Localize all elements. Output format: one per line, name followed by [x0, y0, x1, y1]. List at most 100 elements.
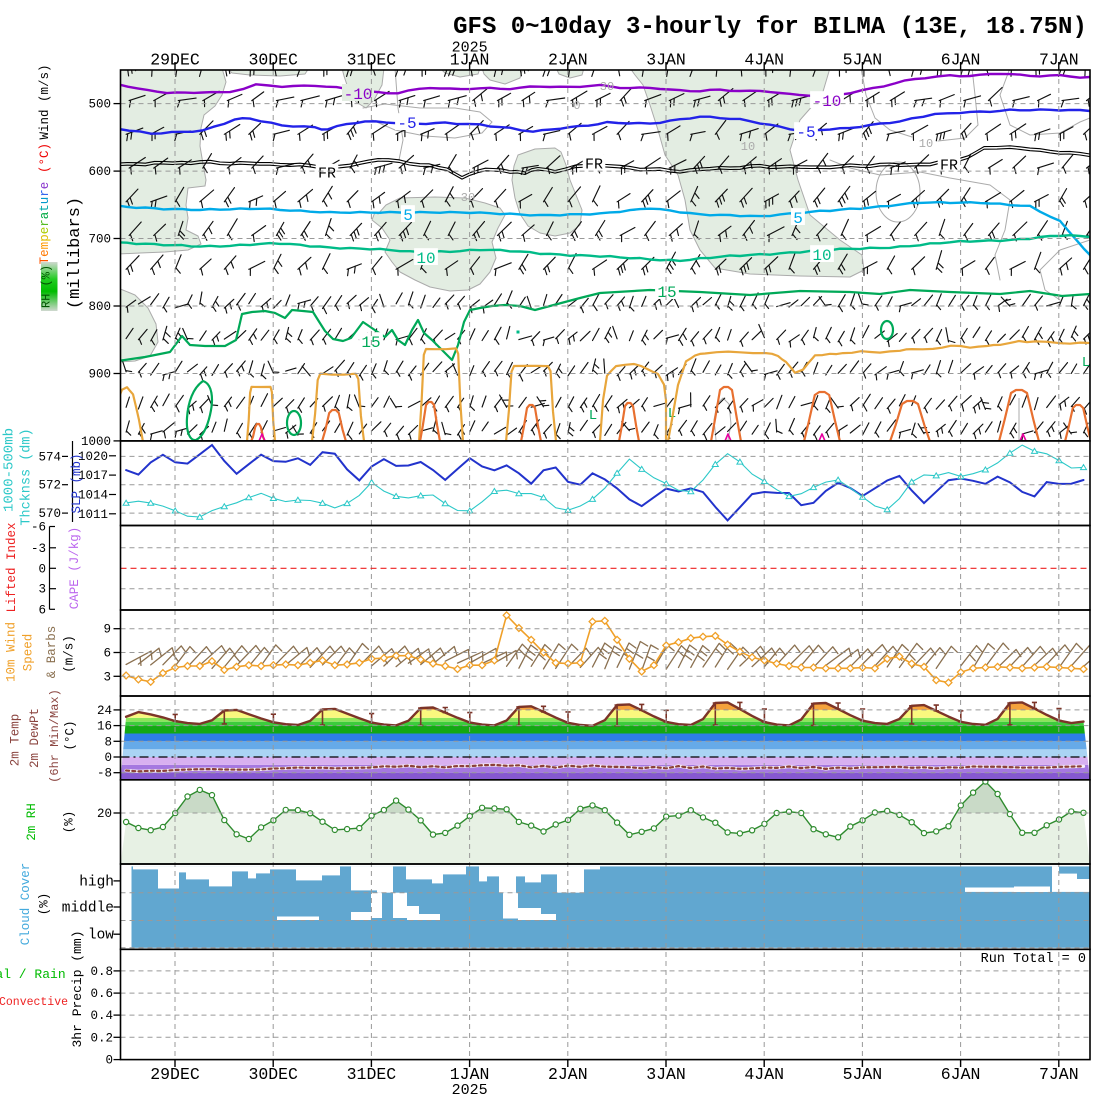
svg-text:10: 10: [741, 140, 755, 154]
svg-text:1JAN: 1JAN: [450, 51, 490, 70]
svg-text:-8: -8: [97, 767, 112, 781]
svg-text:-5: -5: [397, 115, 416, 133]
svg-text:1000: 1000: [81, 435, 111, 449]
svg-text:Temperature: Temperature: [38, 182, 52, 265]
svg-text:Total / Rain: Total / Rain: [0, 967, 66, 982]
svg-text:(°C): (°C): [64, 720, 78, 750]
svg-text:2m RH: 2m RH: [25, 803, 39, 841]
svg-text:5: 5: [403, 207, 413, 225]
svg-text:-6: -6: [31, 521, 46, 535]
svg-text:5: 5: [793, 210, 803, 228]
svg-text:Cloud Cover: Cloud Cover: [19, 863, 33, 946]
svg-text:570: 570: [38, 507, 61, 521]
svg-text:7JAN: 7JAN: [1039, 1065, 1079, 1084]
svg-text:low: low: [88, 928, 114, 944]
svg-text:Thcknss (dm): Thcknss (dm): [20, 428, 35, 525]
svg-text:Speed: Speed: [22, 634, 36, 672]
svg-text:FR: FR: [940, 157, 958, 174]
svg-text:0: 0: [38, 562, 46, 576]
svg-text:5JAN: 5JAN: [843, 1065, 883, 1084]
svg-text:500: 500: [88, 98, 111, 112]
svg-text:high: high: [79, 875, 114, 891]
svg-text:(6hr Min/Max): (6hr Min/Max): [48, 689, 62, 783]
svg-text:0.2: 0.2: [90, 1031, 113, 1045]
svg-text:10: 10: [416, 250, 435, 268]
svg-text:3: 3: [38, 583, 46, 597]
svg-text:1014: 1014: [78, 489, 108, 503]
svg-text:30: 30: [461, 191, 475, 205]
svg-text:(%): (%): [63, 811, 77, 834]
svg-text:& Barbs: & Barbs: [45, 626, 59, 679]
svg-text:4JAN: 4JAN: [744, 1065, 784, 1084]
svg-text:-10: -10: [813, 93, 842, 111]
svg-text:4JAN: 4JAN: [744, 51, 784, 70]
svg-text:30DEC: 30DEC: [248, 51, 298, 70]
svg-text:800: 800: [88, 300, 111, 314]
svg-text:7JAN: 7JAN: [1039, 51, 1079, 70]
svg-text:6: 6: [103, 647, 111, 661]
svg-text:2025: 2025: [452, 40, 488, 57]
svg-text:0: 0: [104, 751, 112, 765]
svg-text:CAPE (J/kg): CAPE (J/kg): [68, 527, 82, 610]
svg-text:31DEC: 31DEC: [347, 51, 397, 70]
svg-text:30DEC: 30DEC: [248, 1065, 298, 1084]
svg-text:3hr Precip (mm): 3hr Precip (mm): [70, 930, 85, 1047]
svg-text:600: 600: [88, 165, 111, 179]
svg-text:572: 572: [38, 479, 61, 493]
svg-text:2m Temp: 2m Temp: [9, 714, 23, 767]
svg-text:Run Total = 0: Run Total = 0: [981, 952, 1086, 967]
svg-text:29DEC: 29DEC: [150, 51, 200, 70]
svg-text:1011: 1011: [78, 508, 108, 522]
svg-text:middle: middle: [62, 901, 114, 917]
svg-text:RH (%): RH (%): [40, 265, 54, 308]
svg-text:31DEC: 31DEC: [347, 1065, 397, 1084]
svg-text:L: L: [1082, 355, 1090, 371]
svg-text:900: 900: [88, 368, 111, 382]
svg-text:574: 574: [38, 450, 61, 464]
svg-text:FR: FR: [318, 165, 336, 182]
svg-text:(millibars): (millibars): [66, 197, 85, 309]
svg-text:10: 10: [812, 247, 831, 265]
svg-text:(°C): (°C): [38, 143, 52, 173]
svg-text:SLP (mb): SLP (mb): [70, 453, 84, 513]
svg-text:0.6: 0.6: [90, 987, 113, 1001]
svg-text:15: 15: [657, 284, 676, 302]
svg-text:3: 3: [103, 670, 111, 684]
svg-text:0: 0: [573, 99, 580, 113]
svg-text:2025: 2025: [452, 1082, 488, 1099]
svg-text:1JAN: 1JAN: [450, 1065, 490, 1084]
svg-text:(%): (%): [38, 893, 52, 916]
svg-text:6JAN: 6JAN: [941, 1065, 981, 1084]
svg-text:1020: 1020: [78, 450, 108, 464]
svg-text:9: 9: [103, 623, 111, 637]
svg-text:Convective: Convective: [0, 996, 68, 1009]
svg-text:10m Wind: 10m Wind: [5, 622, 19, 682]
svg-text:-10: -10: [344, 86, 373, 104]
svg-text:6JAN: 6JAN: [941, 51, 981, 70]
svg-text:30: 30: [600, 80, 614, 94]
svg-text:29DEC: 29DEC: [150, 1065, 200, 1084]
svg-text:0.8: 0.8: [90, 965, 113, 979]
svg-text:Wind (m/s): Wind (m/s): [38, 64, 52, 139]
svg-text:0.4: 0.4: [90, 1009, 113, 1023]
svg-text:Lifted Index: Lifted Index: [5, 522, 19, 612]
svg-text:GFS 0~10day 3-hourly for BILMA: GFS 0~10day 3-hourly for BILMA (13E, 18.…: [453, 14, 1087, 41]
svg-text:(m/s): (m/s): [63, 635, 77, 673]
svg-text:24: 24: [97, 704, 112, 718]
svg-text:1017: 1017: [78, 469, 108, 483]
svg-text:FR: FR: [585, 156, 603, 173]
svg-text:16: 16: [97, 720, 112, 734]
svg-text:3JAN: 3JAN: [646, 1065, 686, 1084]
svg-text:2JAN: 2JAN: [548, 1065, 588, 1084]
svg-text:5JAN: 5JAN: [843, 51, 883, 70]
svg-text:1000-500mb: 1000-500mb: [2, 428, 18, 512]
svg-text:2m DewPt: 2m DewPt: [28, 708, 42, 768]
svg-text:6: 6: [38, 603, 46, 617]
svg-text:3JAN: 3JAN: [646, 51, 686, 70]
svg-text:-5: -5: [796, 124, 815, 142]
svg-text:20: 20: [97, 807, 112, 821]
svg-text:700: 700: [88, 233, 111, 247]
svg-text:L: L: [589, 408, 597, 424]
svg-text:2JAN: 2JAN: [548, 51, 588, 70]
svg-text:-3: -3: [31, 542, 46, 556]
